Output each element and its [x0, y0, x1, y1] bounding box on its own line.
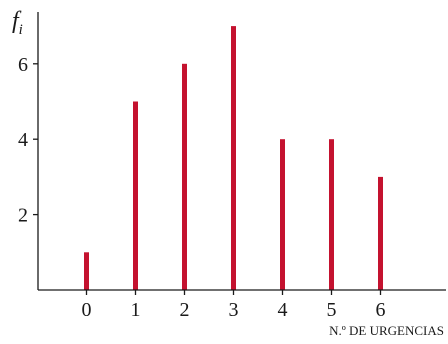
bar-5 [329, 139, 334, 290]
y-axis-title-subscript: i [19, 22, 23, 38]
bar-6 [378, 176, 383, 290]
x-tick-label-3: 3 [229, 299, 239, 321]
y-axis-title: fi [12, 8, 23, 38]
y-ticks-group: 2 4 6 [18, 54, 38, 227]
x-tick-label-0: 0 [82, 299, 92, 321]
x-tick-label-1: 1 [131, 299, 141, 321]
bar-2 [182, 63, 187, 290]
y-tick-label-2: 2 [18, 205, 28, 227]
bar-1 [133, 101, 138, 290]
y-tick-label-4: 4 [18, 129, 28, 151]
y-tick-label-6: 6 [18, 54, 28, 76]
x-ticks-group: 0 1 2 3 4 5 6 [82, 290, 386, 321]
x-tick-label-6: 6 [376, 299, 386, 321]
y-axis-title-main: f [12, 8, 22, 34]
x-axis-title: N.º DE URGENCIAS [329, 323, 444, 338]
bar-4 [280, 139, 285, 290]
x-tick-label-2: 2 [180, 299, 190, 321]
bar-3 [231, 26, 236, 290]
bar-0 [84, 252, 89, 290]
x-tick-label-5: 5 [327, 299, 337, 321]
x-tick-label-4: 4 [278, 299, 288, 321]
bars-group [84, 26, 383, 290]
